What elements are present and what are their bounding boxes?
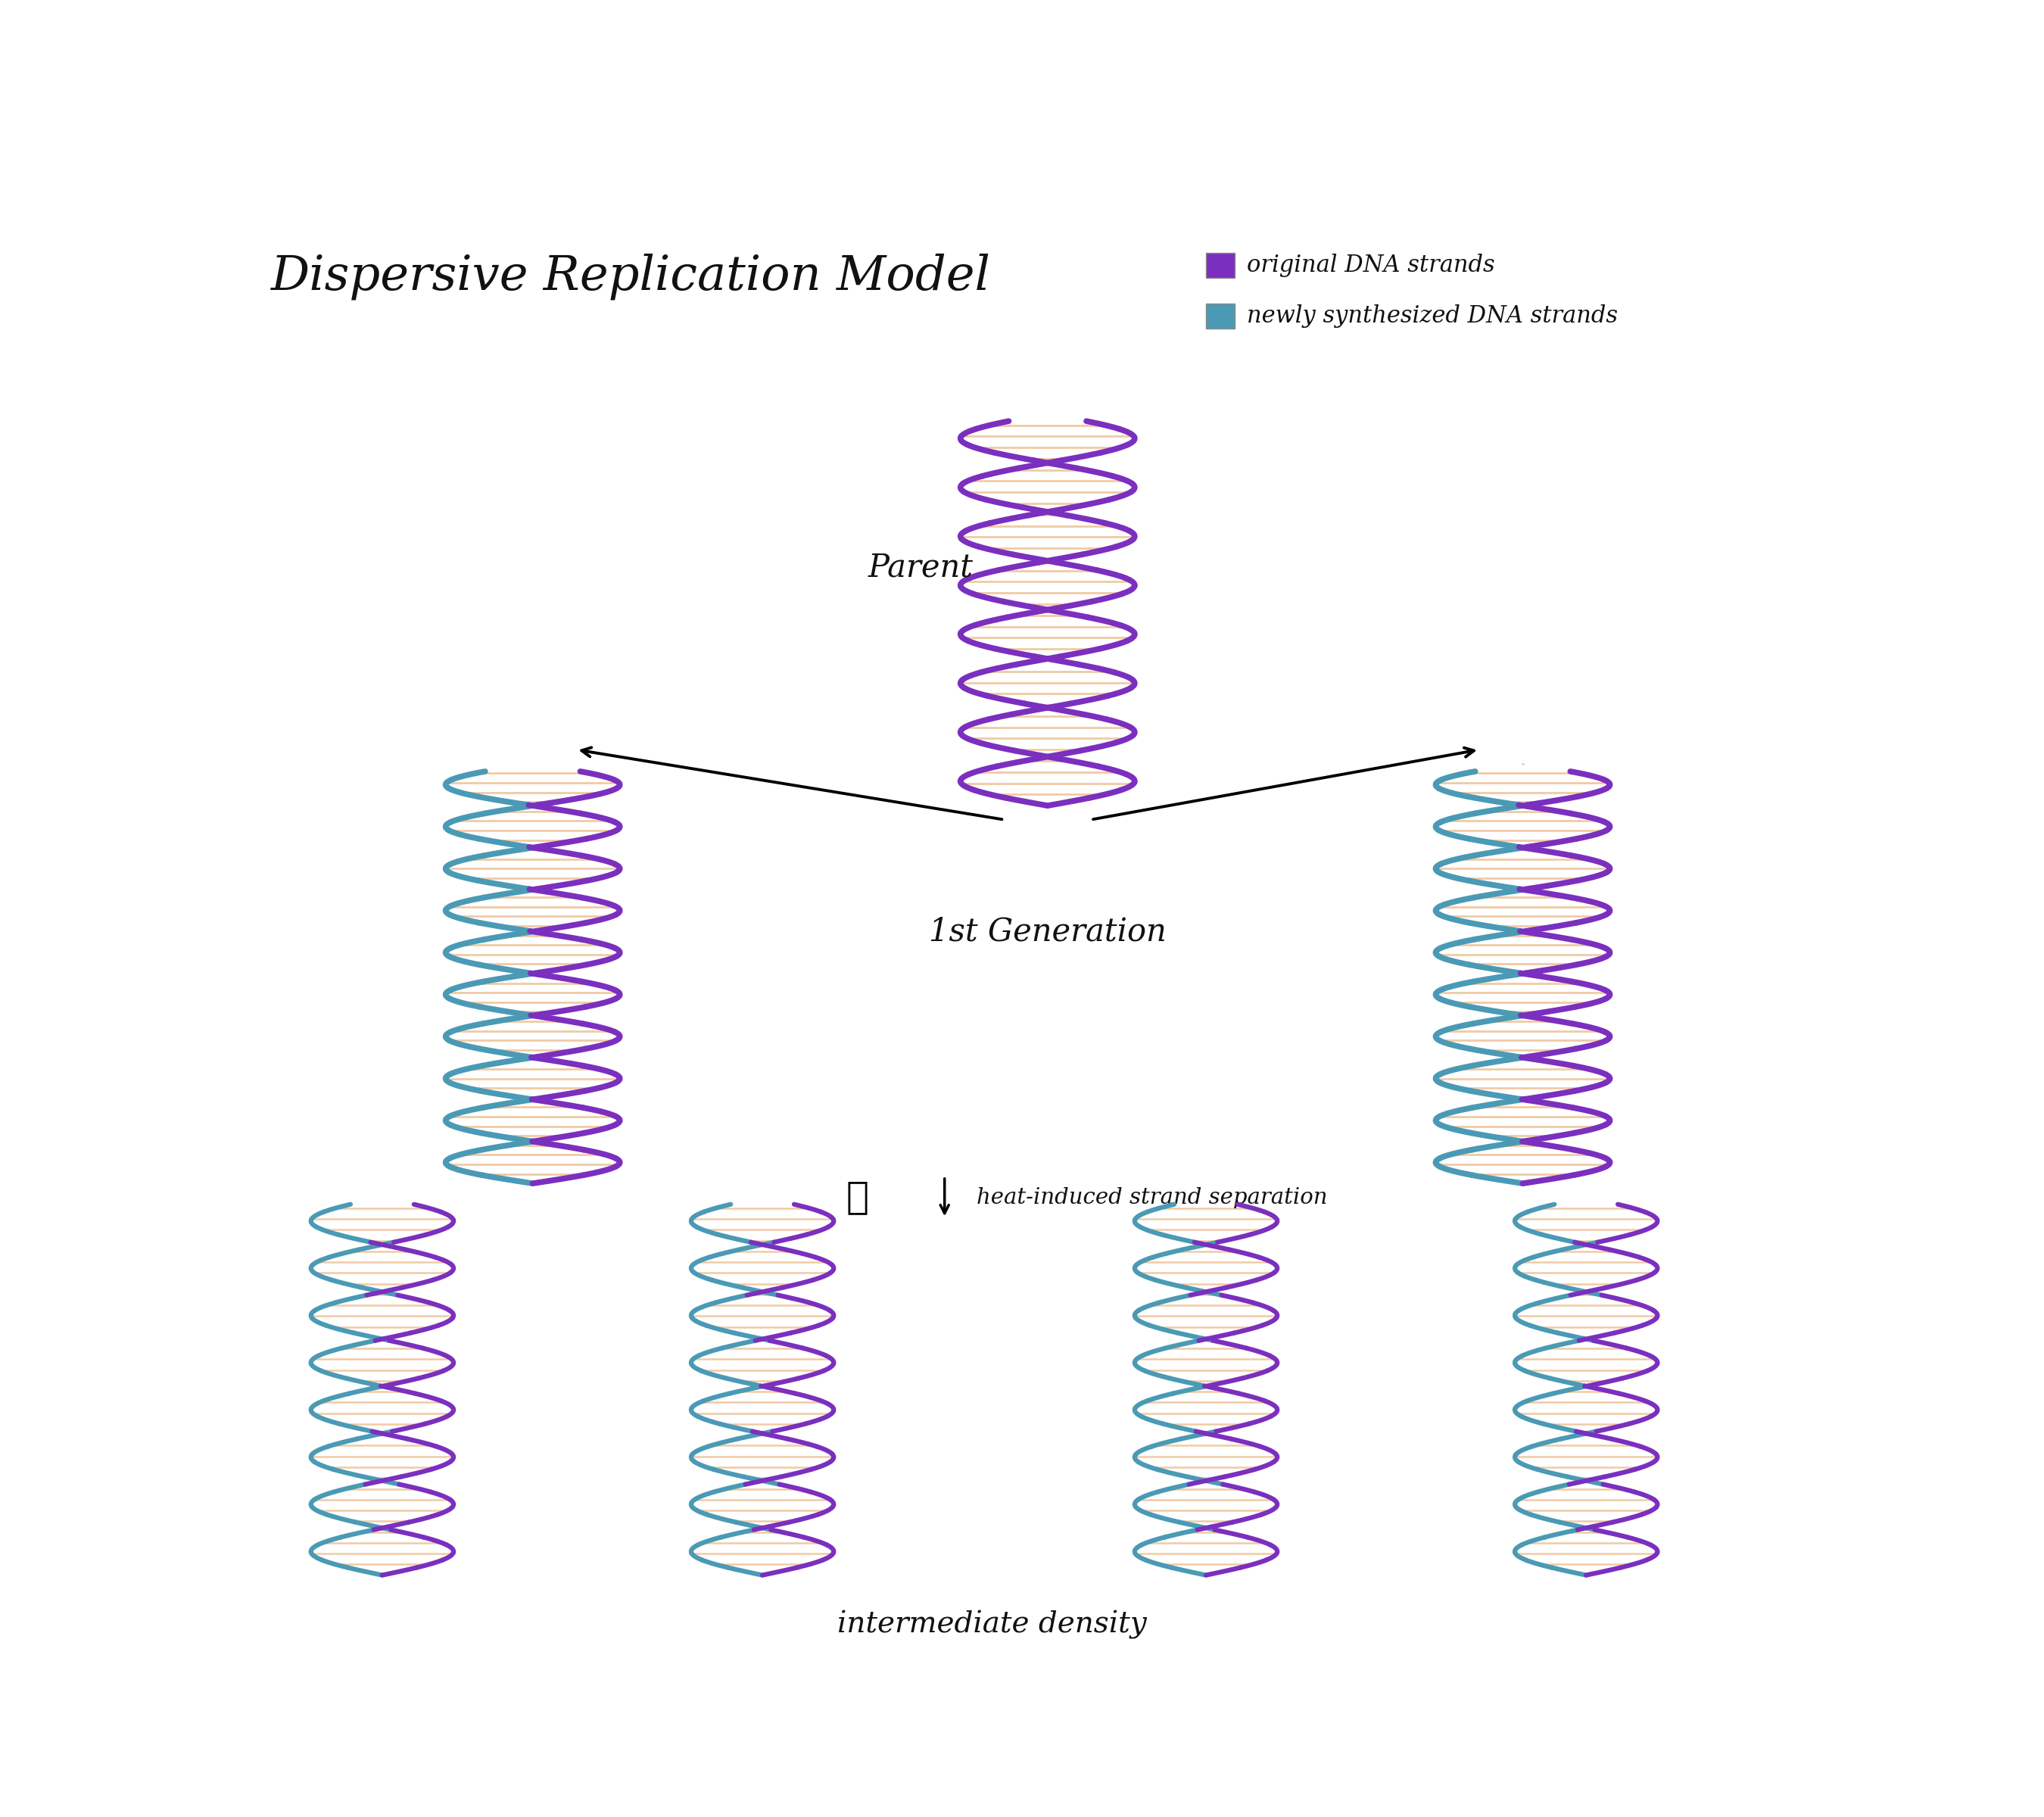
Text: 🔥: 🔥 — [846, 1179, 869, 1216]
Text: 1st Generation: 1st Generation — [928, 916, 1167, 947]
Text: newly synthesized DNA strands: newly synthesized DNA strands — [1247, 303, 1619, 327]
Text: heat-induced strand separation: heat-induced strand separation — [977, 1187, 1327, 1208]
Text: Parent: Parent — [869, 552, 973, 583]
Text: Dispersive Replication Model: Dispersive Replication Model — [272, 253, 991, 300]
Bar — [1206, 253, 1235, 278]
Bar — [1206, 303, 1235, 329]
Text: intermediate density: intermediate density — [838, 1610, 1147, 1639]
Text: original DNA strands: original DNA strands — [1247, 254, 1494, 278]
